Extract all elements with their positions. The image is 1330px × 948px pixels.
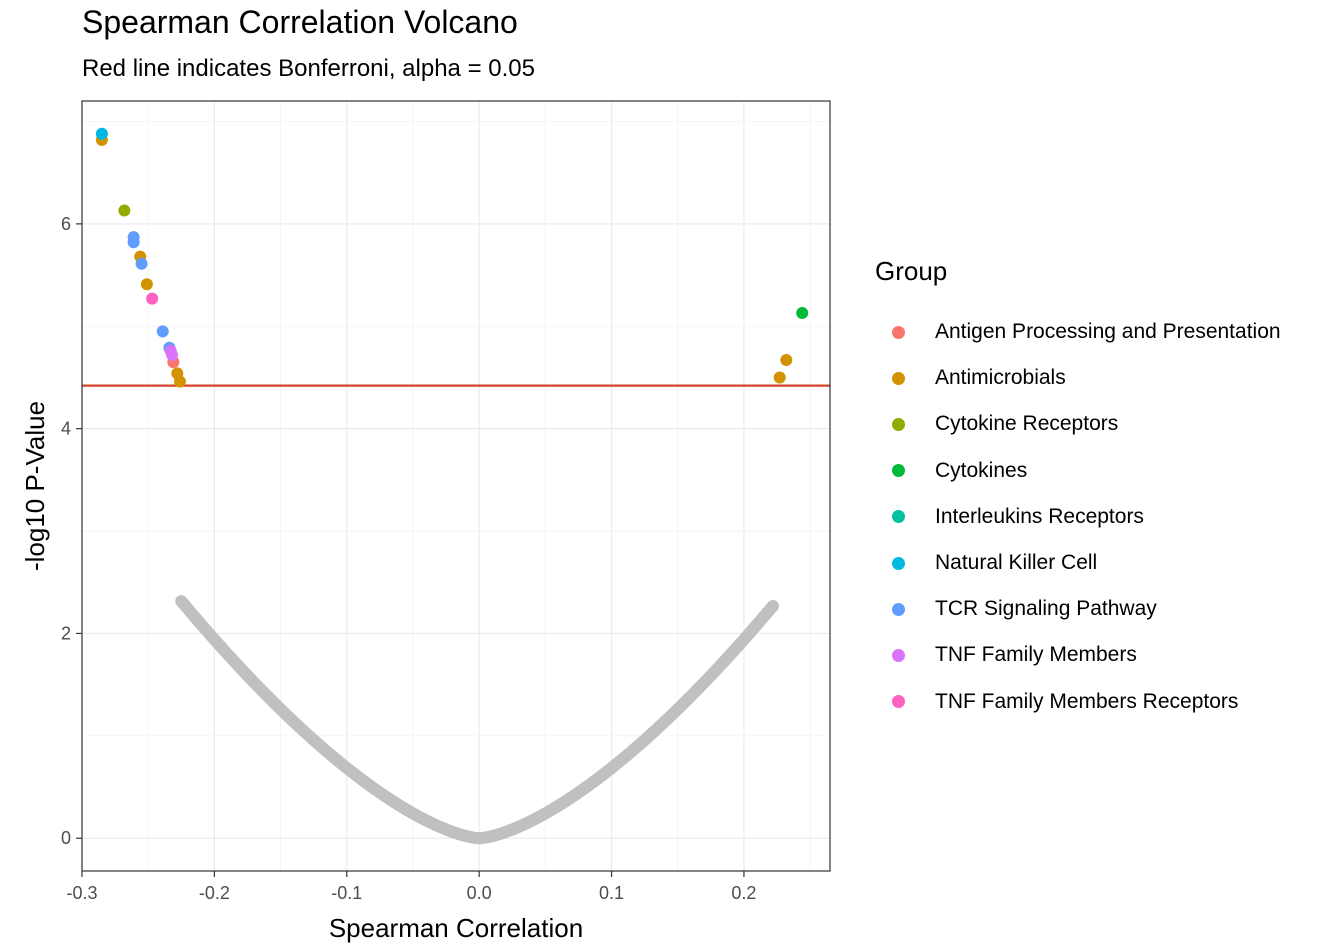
- data-point: [166, 348, 179, 361]
- x-tick-label: 0.0: [467, 883, 492, 903]
- x-tick-label: -0.1: [331, 883, 362, 903]
- y-tick-label: 4: [61, 419, 71, 439]
- legend-label: Natural Killer Cell: [935, 551, 1098, 575]
- legend-item: Cytokine Receptors: [875, 401, 1281, 447]
- legend-label: Antimicrobials: [935, 366, 1066, 390]
- legend-item: Antigen Processing and Presentation: [875, 309, 1281, 355]
- data-point: [135, 257, 148, 270]
- legend-label: Antigen Processing and Presentation: [935, 320, 1281, 344]
- grid-layer: [81, 101, 830, 871]
- y-tick-label: 2: [61, 623, 71, 643]
- legend-label: TNF Family Members: [935, 643, 1137, 667]
- x-tick-label: -0.3: [66, 883, 97, 903]
- x-tick-label: 0.1: [599, 883, 624, 903]
- background-point: [766, 599, 779, 612]
- legend-swatch: [892, 417, 905, 431]
- y-axis-title: -log10 P-Value: [20, 401, 50, 571]
- data-point: [780, 354, 793, 367]
- legend-item: Cytokines: [875, 448, 1281, 494]
- data-point: [773, 371, 786, 384]
- legend-label: Cytokine Receptors: [935, 412, 1119, 436]
- panel-border: [81, 100, 831, 872]
- axis-ticks: -0.3 -0.2 -0.1 0.0 0.1 0.2 0 2 4 6: [61, 214, 756, 903]
- legend-label: Interleukins Receptors: [935, 504, 1144, 528]
- data-point: [118, 204, 131, 217]
- legend-swatch: [892, 648, 905, 662]
- group-points: [95, 127, 809, 388]
- chart-subtitle: Red line indicates Bonferroni, alpha = 0…: [82, 55, 535, 82]
- legend-item: TNF Family Members Receptors: [875, 679, 1281, 725]
- legend-label: Cytokines: [935, 458, 1028, 482]
- legend-swatch: [892, 602, 905, 616]
- data-point: [156, 325, 169, 338]
- legend-swatch: [892, 371, 905, 385]
- x-tick-label: 0.2: [731, 883, 756, 903]
- data-point: [95, 127, 108, 140]
- background-points: [175, 595, 779, 845]
- legend-items: Antigen Processing and Presentation Antim…: [875, 309, 1281, 725]
- legend-label: TCR Signaling Pathway: [935, 597, 1157, 621]
- legend-swatch: [892, 695, 905, 709]
- data-point: [173, 375, 186, 388]
- legend-item: Antimicrobials: [875, 355, 1281, 401]
- legend-label: TNF Family Members Receptors: [935, 689, 1239, 713]
- legend-swatch: [892, 464, 905, 478]
- data-point: [146, 292, 159, 305]
- y-tick-label: 6: [61, 214, 71, 234]
- data-point: [140, 278, 153, 291]
- legend-item: Interleukins Receptors: [875, 494, 1281, 540]
- y-tick-label: 0: [61, 828, 71, 848]
- legend-swatch: [892, 556, 905, 570]
- data-point: [127, 236, 140, 249]
- legend: Group Antigen Processing and Presentatio…: [875, 256, 1281, 725]
- legend-swatch: [892, 325, 905, 339]
- x-tick-label: -0.2: [199, 883, 230, 903]
- x-axis-title: Spearman Correlation: [329, 913, 583, 943]
- legend-swatch: [892, 510, 905, 524]
- legend-item: TNF Family Members: [875, 632, 1281, 678]
- legend-item: TCR Signaling Pathway: [875, 586, 1281, 632]
- data-point: [796, 306, 809, 319]
- chart-title: Spearman Correlation Volcano: [82, 4, 518, 40]
- legend-item: Natural Killer Cell: [875, 540, 1281, 586]
- legend-title: Group: [875, 256, 948, 286]
